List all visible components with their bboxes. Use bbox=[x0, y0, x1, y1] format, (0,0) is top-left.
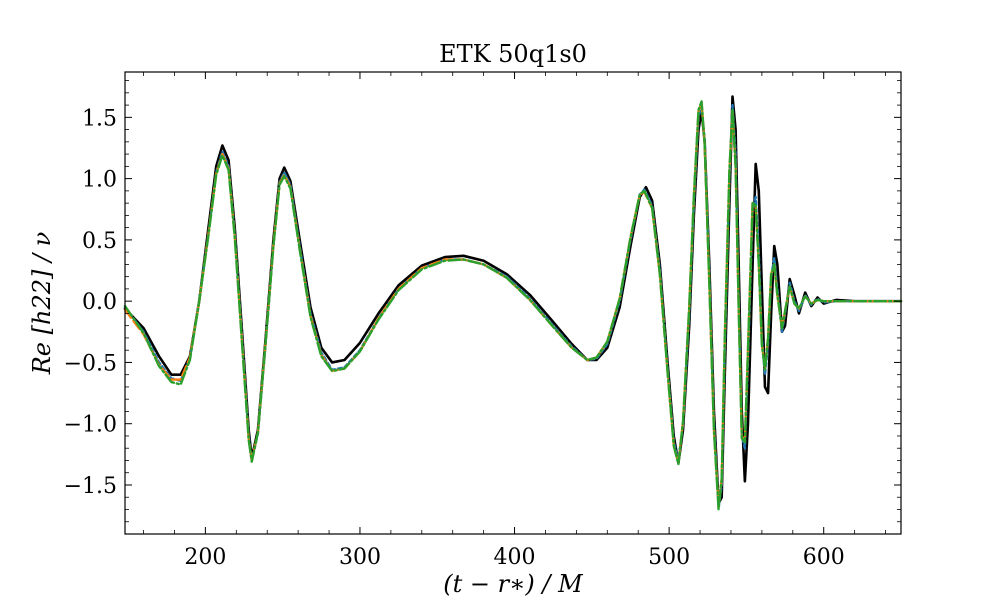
plot-frame bbox=[124, 71, 902, 535]
y-tick-label: 1.5 bbox=[82, 106, 117, 131]
y-tick-label: −1.5 bbox=[64, 474, 117, 499]
x-tick-label: 400 bbox=[494, 545, 536, 570]
chart-title: ETK 50q1s0 bbox=[439, 40, 587, 68]
y-tick-label: −1.0 bbox=[64, 413, 117, 438]
x-tick-label: 500 bbox=[648, 545, 690, 570]
x-axis-label: (t − r∗) / M bbox=[443, 570, 584, 598]
series-line-4 bbox=[123, 100, 903, 511]
x-tick-label: 200 bbox=[184, 545, 226, 570]
x-tick-label: 300 bbox=[339, 545, 381, 570]
y-axis-label: Re [h22] / ν bbox=[28, 232, 56, 376]
x-tick-label: 600 bbox=[803, 545, 845, 570]
y-tick-label: 1.0 bbox=[82, 168, 117, 193]
y-tick-label: 0.0 bbox=[82, 290, 117, 315]
y-tick-label: −0.5 bbox=[64, 351, 117, 376]
series-layer bbox=[123, 95, 903, 511]
y-tick-label: 0.5 bbox=[82, 229, 117, 254]
x-axis-ticks: 200 300 400 500 600 bbox=[143, 72, 886, 570]
y-axis-ticks: −1.5 −1.0 −0.5 0.0 0.5 1.0 1.5 bbox=[64, 80, 901, 523]
